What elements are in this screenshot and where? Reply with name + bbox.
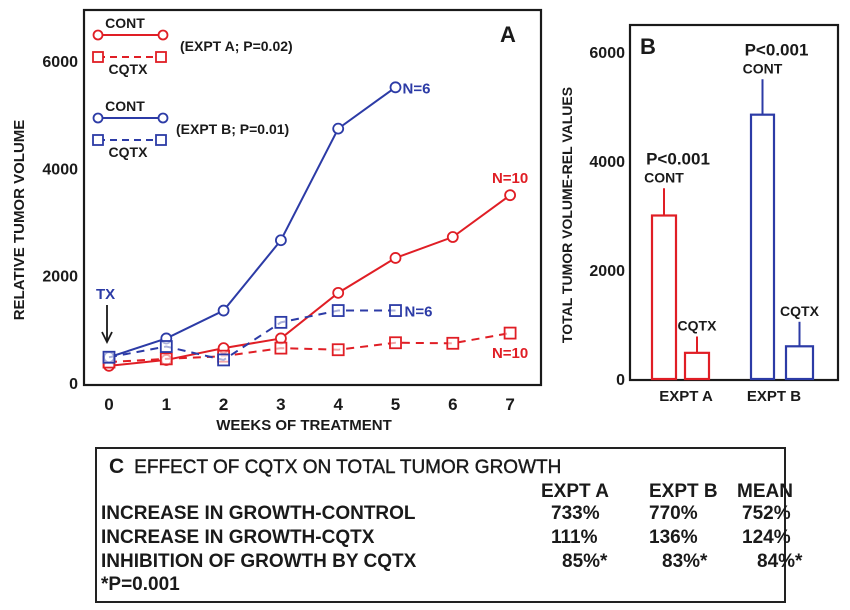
legend-marker-square	[92, 134, 104, 146]
table-cell: 733%	[551, 503, 600, 524]
data-point-circle	[332, 122, 345, 135]
data-point-circle	[389, 252, 402, 264]
x-tick-label: 5	[391, 395, 400, 414]
legend-marker-square	[155, 51, 167, 63]
legend-note: (EXPT A; P=0.02)	[180, 38, 293, 54]
table-row-label: INHIBITION OF GROWTH BY CQTX	[101, 551, 417, 572]
data-point-square	[389, 336, 402, 350]
data-point-circle	[389, 81, 402, 94]
x-tick-label: 1	[162, 395, 171, 414]
data-point-circle	[332, 286, 345, 299]
legend-marker-circle	[157, 112, 169, 124]
tx-arrow-icon	[101, 305, 113, 345]
panel-b-frame	[628, 23, 840, 382]
panel-a-label: A	[500, 22, 516, 47]
y-tick-label: 0	[69, 376, 78, 393]
data-point-square	[102, 350, 116, 364]
y-tick-label: 6000	[589, 45, 625, 62]
series-end-label: N=6	[405, 304, 433, 321]
x-category-label: EXPT B	[747, 388, 801, 405]
tx-annotation-label: TX	[96, 286, 115, 303]
x-category-label: EXPT A	[659, 388, 713, 405]
data-point-circle	[274, 234, 287, 247]
data-point-square	[389, 304, 402, 317]
bar	[683, 351, 711, 381]
series-end-label: N=10	[492, 345, 528, 362]
table-cell: 83%*	[662, 551, 708, 572]
panel-c-table: C EFFECT OF CQTX ON TOTAL TUMOR GROWTH EX…	[95, 447, 802, 603]
panel-c-label: C	[109, 455, 125, 478]
table-cell: 752%	[742, 503, 791, 524]
data-point-circle	[504, 189, 517, 202]
legend-note: (EXPT B; P=0.01)	[176, 121, 289, 137]
legend-marker-square	[155, 134, 167, 146]
panel-b-label: B	[640, 34, 656, 59]
legend-marker-circle	[92, 112, 104, 124]
legend-label-cqtx: CQTX	[109, 61, 149, 77]
series-line	[108, 309, 396, 361]
panel-a-frame	[82, 8, 543, 387]
series-end-label: N=10	[492, 170, 528, 187]
column-header-mean: MEAN	[737, 481, 793, 502]
column-header-expt-a: EXPT A	[541, 481, 609, 502]
x-tick-label: 7	[505, 395, 514, 414]
series-line	[108, 332, 511, 364]
series-line	[108, 86, 397, 359]
table-cell: 770%	[649, 503, 698, 524]
y-tick-label: 0	[616, 372, 625, 389]
table-row-label: INCREASE IN GROWTH-CQTX	[101, 527, 375, 548]
table-row-label: INCREASE IN GROWTH-CONTROL	[101, 503, 416, 524]
panel-c-title: C EFFECT OF CQTX ON TOTAL TUMOR GROWTH	[109, 455, 562, 479]
bar	[749, 113, 776, 381]
y-tick-label: 6000	[42, 54, 78, 71]
data-point-square	[159, 340, 173, 353]
panel-c-title-text: EFFECT OF CQTX ON TOTAL TUMOR GROWTH	[134, 457, 562, 478]
panel-a-line-chart: 0 1 2 3 4 5 6 7 0 2000 4000 6000 N=10 N=10 N=6 N=6 CON…	[11, 8, 840, 434]
panel-a-x-axis-label: WEEKS OF TREATMENT	[216, 417, 392, 434]
data-point-square	[274, 315, 288, 329]
legend-marker-square	[92, 51, 104, 63]
legend-label-cont: CONT	[105, 98, 145, 114]
bar-label: CONT	[644, 169, 684, 185]
column-header-expt-b: EXPT B	[649, 481, 718, 502]
data-point-circle	[217, 304, 230, 317]
bar-pvalue-label: P<0.001	[646, 149, 710, 168]
series-end-label: N=6	[403, 80, 431, 97]
x-tick-label: 6	[448, 395, 457, 414]
data-point-square	[331, 343, 345, 357]
table-cell: 111%	[551, 527, 598, 548]
y-tick-label: 4000	[589, 154, 625, 171]
data-point-square	[274, 341, 288, 355]
legend-marker-circle	[92, 29, 104, 41]
bar-label: CQTX	[678, 317, 718, 333]
panel-a-y-axis-label: RELATIVE TUMOR VOLUME	[11, 120, 28, 321]
y-tick-label: 2000	[589, 263, 625, 280]
legend-label-cqtx: CQTX	[109, 144, 149, 160]
y-tick-label: 2000	[42, 269, 78, 286]
table-cell: 124%	[742, 527, 791, 548]
bar-label: CQTX	[780, 303, 820, 319]
data-point-circle	[446, 231, 459, 243]
x-tick-label: 2	[219, 395, 228, 414]
table-cell: 84%*	[757, 551, 803, 572]
table-cell: 85%*	[562, 551, 608, 572]
panel-b-y-axis-label: TOTAL TUMOR VOLUME-REL VALUES	[559, 87, 575, 343]
data-point-square	[331, 304, 345, 317]
data-point-square	[159, 352, 173, 366]
data-point-square	[217, 353, 231, 367]
bar	[784, 345, 815, 381]
legend-label-cont: CONT	[105, 15, 145, 31]
x-tick-label: 0	[104, 395, 113, 414]
y-tick-label: 4000	[42, 161, 78, 178]
bar	[650, 214, 678, 381]
data-point-square	[503, 326, 517, 340]
legend-marker-circle	[157, 29, 169, 41]
table-cell: 136%	[649, 527, 698, 548]
bar-label: CONT	[743, 60, 783, 76]
x-tick-label: 4	[333, 395, 343, 414]
bar-pvalue-label: P<0.001	[745, 40, 809, 59]
table-footnote: *P=0.001	[101, 574, 180, 595]
data-point-square	[446, 336, 460, 350]
x-tick-label: 3	[276, 395, 285, 414]
